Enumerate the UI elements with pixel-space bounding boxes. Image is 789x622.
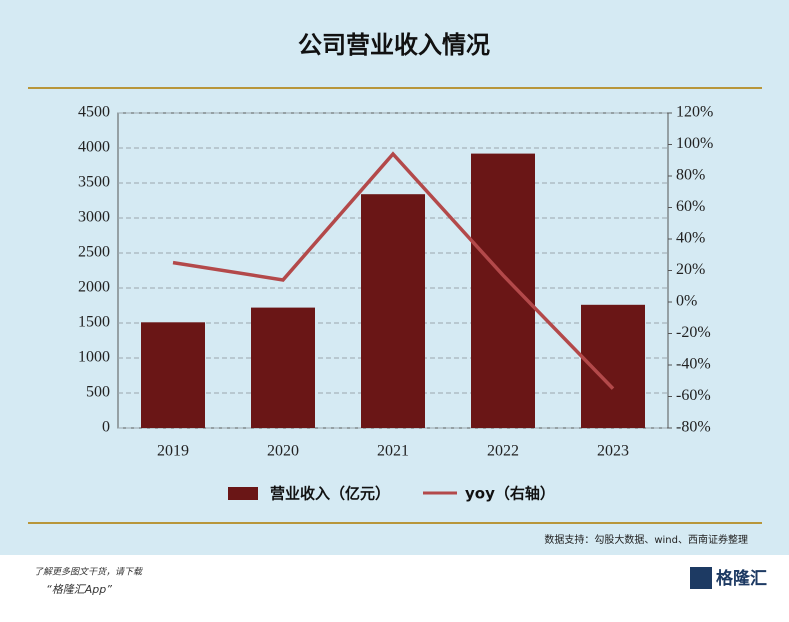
source: 数据支持：勾股大数据、wind、西南证券整理 [544, 533, 748, 546]
y-tick-label: 1000 [78, 349, 110, 366]
y2-tick-label: -20% [676, 324, 711, 341]
y2-tick-label: 40% [676, 230, 705, 247]
legend-label: yoy（右轴） [465, 485, 555, 503]
y2-tick-label: -40% [676, 356, 711, 373]
y2-tick-label: -80% [676, 419, 711, 436]
x-tick-label: 2022 [487, 443, 519, 460]
logo-icon [690, 567, 712, 589]
y2-tick-label: -60% [676, 387, 711, 404]
y-tick-label: 4500 [78, 104, 110, 121]
legend-label: 营业收入（亿元） [270, 485, 390, 503]
logo: 格隆汇 [716, 568, 767, 589]
chart-title: 公司营业收入情况 [298, 31, 490, 59]
x-tick-label: 2019 [157, 443, 189, 460]
bar [141, 322, 205, 428]
x-tick-label: 2021 [377, 443, 409, 460]
y-tick-label: 0 [102, 419, 110, 436]
y-tick-label: 1500 [78, 314, 110, 331]
y-tick-label: 3500 [78, 174, 110, 191]
y2-tick-label: 120% [676, 104, 713, 121]
y2-tick-label: 60% [676, 198, 705, 215]
footer-app: “格隆汇App” [46, 583, 112, 596]
y2-tick-label: 100% [676, 135, 713, 152]
x-tick-label: 2020 [267, 443, 299, 460]
footer-note: 了解更多图文干货，请下载 [34, 567, 143, 578]
x-tick-label: 2023 [597, 443, 629, 460]
line [172, 151, 615, 390]
y-tick-label: 4000 [78, 139, 110, 156]
y2-tick-label: 80% [676, 167, 705, 184]
y2-tick-label: 0% [676, 293, 697, 310]
bar [471, 153, 535, 428]
y2-tick-label: 20% [676, 261, 705, 278]
bar [361, 194, 425, 428]
y-tick-label: 3000 [78, 209, 110, 226]
legend-swatch [228, 487, 258, 500]
y-tick-label: 2000 [78, 279, 110, 296]
y-tick-label: 500 [86, 384, 110, 401]
y-tick-label: 2500 [78, 244, 110, 261]
bar [251, 307, 315, 428]
